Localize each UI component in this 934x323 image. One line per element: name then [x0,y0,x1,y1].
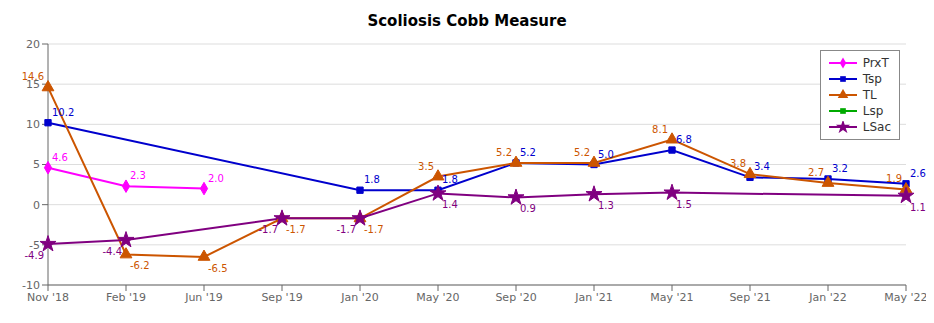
svg-text:-6.5: -6.5 [208,263,228,274]
svg-text:Jan '22: Jan '22 [808,291,846,304]
svg-text:5.0: 5.0 [598,149,614,160]
svg-text:3.8: 3.8 [730,158,746,169]
svg-text:Sep '21: Sep '21 [729,291,770,304]
svg-text:-6.2: -6.2 [130,260,150,271]
svg-text:Sep '20: Sep '20 [495,291,536,304]
svg-text:-1.7: -1.7 [364,224,384,235]
svg-text:-4.4: -4.4 [102,246,122,257]
svg-text:1.5: 1.5 [676,199,692,210]
svg-text:Feb '19: Feb '19 [106,291,146,304]
svg-text:-5: -5 [29,238,40,252]
svg-text:3.2: 3.2 [832,163,848,174]
svg-text:2.6: 2.6 [910,168,926,179]
svg-text:5.2: 5.2 [574,147,590,158]
svg-text:2.3: 2.3 [130,170,146,181]
svg-text:Jan '21: Jan '21 [574,291,612,304]
html-text:Scoliosis Cobb Measure: Scoliosis Cobb Measure [367,12,567,30]
svg-text:1.3: 1.3 [598,200,614,211]
svg-text:10.2: 10.2 [52,107,74,118]
svg-text:May '20: May '20 [416,291,459,304]
svg-text:8.1: 8.1 [652,124,668,135]
svg-text:May '21: May '21 [650,291,693,304]
svg-text:-1.7: -1.7 [286,224,306,235]
svg-text:1.4: 1.4 [442,199,458,210]
svg-text:3.4: 3.4 [754,161,770,172]
svg-text:-1.7: -1.7 [336,224,356,235]
svg-text:5.2: 5.2 [496,147,512,158]
svg-text:5.2: 5.2 [520,147,536,158]
svg-text:Jun '19: Jun '19 [184,291,223,304]
html-text:Lsp: Lsp [862,104,884,118]
svg-text:5: 5 [33,158,40,171]
svg-text:10: 10 [26,118,40,131]
svg-text:0: 0 [33,199,40,212]
html-text:PrxT: PrxT [862,56,889,70]
svg-text:3.5: 3.5 [418,161,434,172]
svg-text:-10: -10 [22,279,40,292]
svg-text:0.9: 0.9 [520,203,536,214]
svg-text:-1.7: -1.7 [258,224,278,235]
svg-text:Sep '19: Sep '19 [261,291,302,304]
svg-text:1.8: 1.8 [442,174,458,185]
svg-text:May '22: May '22 [884,291,926,304]
html-text:Tsp: Tsp [862,72,882,86]
svg-text:1.8: 1.8 [364,174,380,185]
svg-text:Nov '18: Nov '18 [27,291,69,304]
svg-text:2.0: 2.0 [208,173,224,184]
svg-text:Jan '20: Jan '20 [340,291,378,304]
svg-text:-4.9: -4.9 [24,250,44,261]
svg-text:4.6: 4.6 [52,152,68,163]
html-text:TL: TL [862,88,877,102]
svg-text:1.1: 1.1 [910,202,926,213]
svg-text:2.7: 2.7 [808,167,824,178]
svg-text:20: 20 [26,38,40,51]
svg-text:6.8: 6.8 [676,134,692,145]
svg-text:1.9: 1.9 [886,173,902,184]
svg-text:14.6: 14.6 [22,71,44,82]
html-text:LSac: LSac [862,120,891,134]
svg-text:15: 15 [26,78,40,92]
